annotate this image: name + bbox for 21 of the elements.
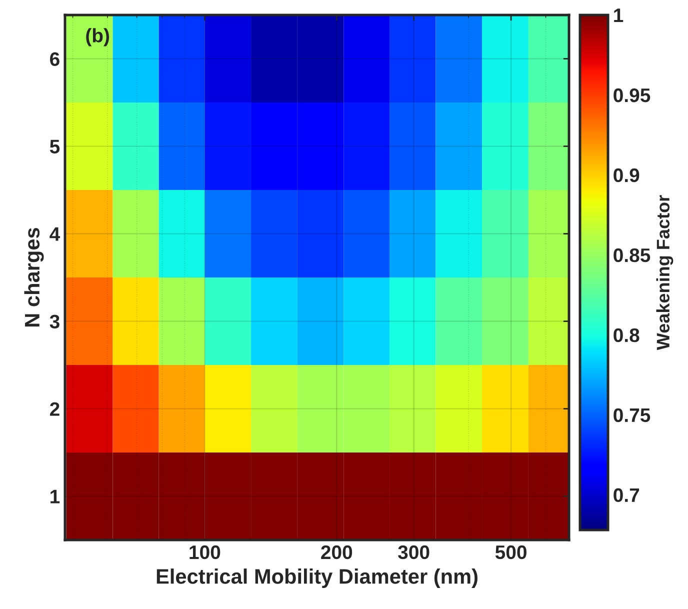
x-tick-label: 200 — [321, 545, 352, 560]
y-tick-label: 4 — [50, 227, 60, 241]
y-tick-label: 3 — [50, 314, 60, 329]
color-bar-label: 0.95 — [614, 88, 650, 102]
color-bar-title: Weakening Factor — [656, 195, 674, 350]
x-tick-label: 500 — [495, 545, 526, 560]
color-bar-label: 0.8 — [614, 328, 640, 342]
x-tick-label: 300 — [398, 545, 430, 560]
x-tick-label: 100 — [190, 545, 220, 560]
y-tick-label: 2 — [50, 402, 60, 416]
annotation: (b) — [86, 28, 110, 46]
y-tick-label: 1 — [50, 490, 60, 504]
y-tick-label: 5 — [50, 140, 60, 154]
y-axis-title: N charges — [24, 228, 44, 326]
y-tick-label: 6 — [50, 52, 60, 66]
color-bar-label: 0.85 — [614, 248, 650, 262]
color-bar-label: 0.9 — [614, 168, 640, 182]
color-bar-label: 0.7 — [614, 488, 640, 502]
x-axis-title: Electrical Mobility Diameter (nm) — [156, 568, 478, 588]
color-bar-label: 1 — [614, 8, 624, 22]
color-bar-label: 0.75 — [614, 408, 650, 422]
